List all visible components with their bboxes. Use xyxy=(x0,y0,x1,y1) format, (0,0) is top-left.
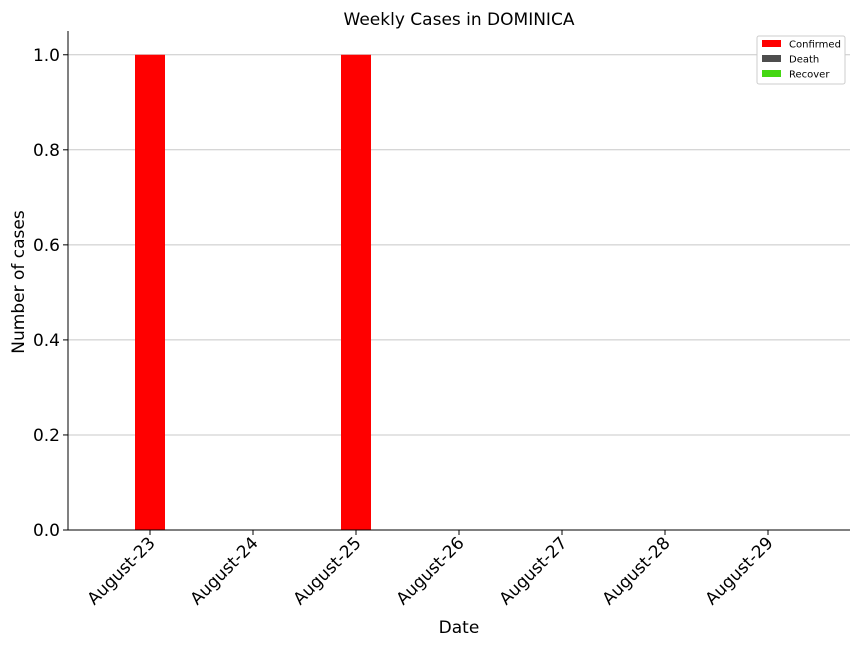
legend: Confirmed Death Recover xyxy=(756,35,846,85)
y-tick-label: 0.4 xyxy=(33,331,60,351)
y-tick-labels: 0.0 0.2 0.4 0.6 0.8 1.0 xyxy=(33,46,68,541)
x-tick-label: August-26 xyxy=(393,533,469,609)
x-tick-label: August-29 xyxy=(702,533,778,609)
chart-title: Weekly Cases in DOMINICA xyxy=(344,10,575,30)
x-tick-labels: August-23 August-24 August-25 August-26 Augu… xyxy=(84,530,778,609)
legend-label-recover: Recover xyxy=(789,70,830,81)
y-tick-label: 0.8 xyxy=(33,141,60,161)
legend-label-death: Death xyxy=(789,55,819,66)
y-axis-label: Number of cases xyxy=(9,210,29,354)
bar-confirmed-august-25 xyxy=(341,54,371,531)
y-tick-label: 0.6 xyxy=(33,236,60,256)
gridlines xyxy=(68,54,850,531)
y-tick-label: 0.2 xyxy=(33,426,60,446)
x-tick-label: August-27 xyxy=(496,533,572,609)
axes xyxy=(67,31,850,531)
x-axis-label: Date xyxy=(439,618,480,638)
legend-swatch-death xyxy=(762,55,781,62)
legend-label-confirmed: Confirmed xyxy=(789,40,841,51)
y-tick-label: 1.0 xyxy=(33,46,60,66)
bars xyxy=(135,54,371,531)
x-tick-label: August-25 xyxy=(290,533,366,609)
x-tick-label: August-28 xyxy=(599,533,675,609)
bar-confirmed-august-23 xyxy=(135,54,165,531)
y-tick-label: 0.0 xyxy=(33,521,60,541)
legend-swatch-confirmed xyxy=(762,40,781,47)
legend-swatch-recover xyxy=(762,70,781,77)
x-tick-label: August-23 xyxy=(84,533,160,609)
x-tick-label: August-24 xyxy=(187,533,263,609)
